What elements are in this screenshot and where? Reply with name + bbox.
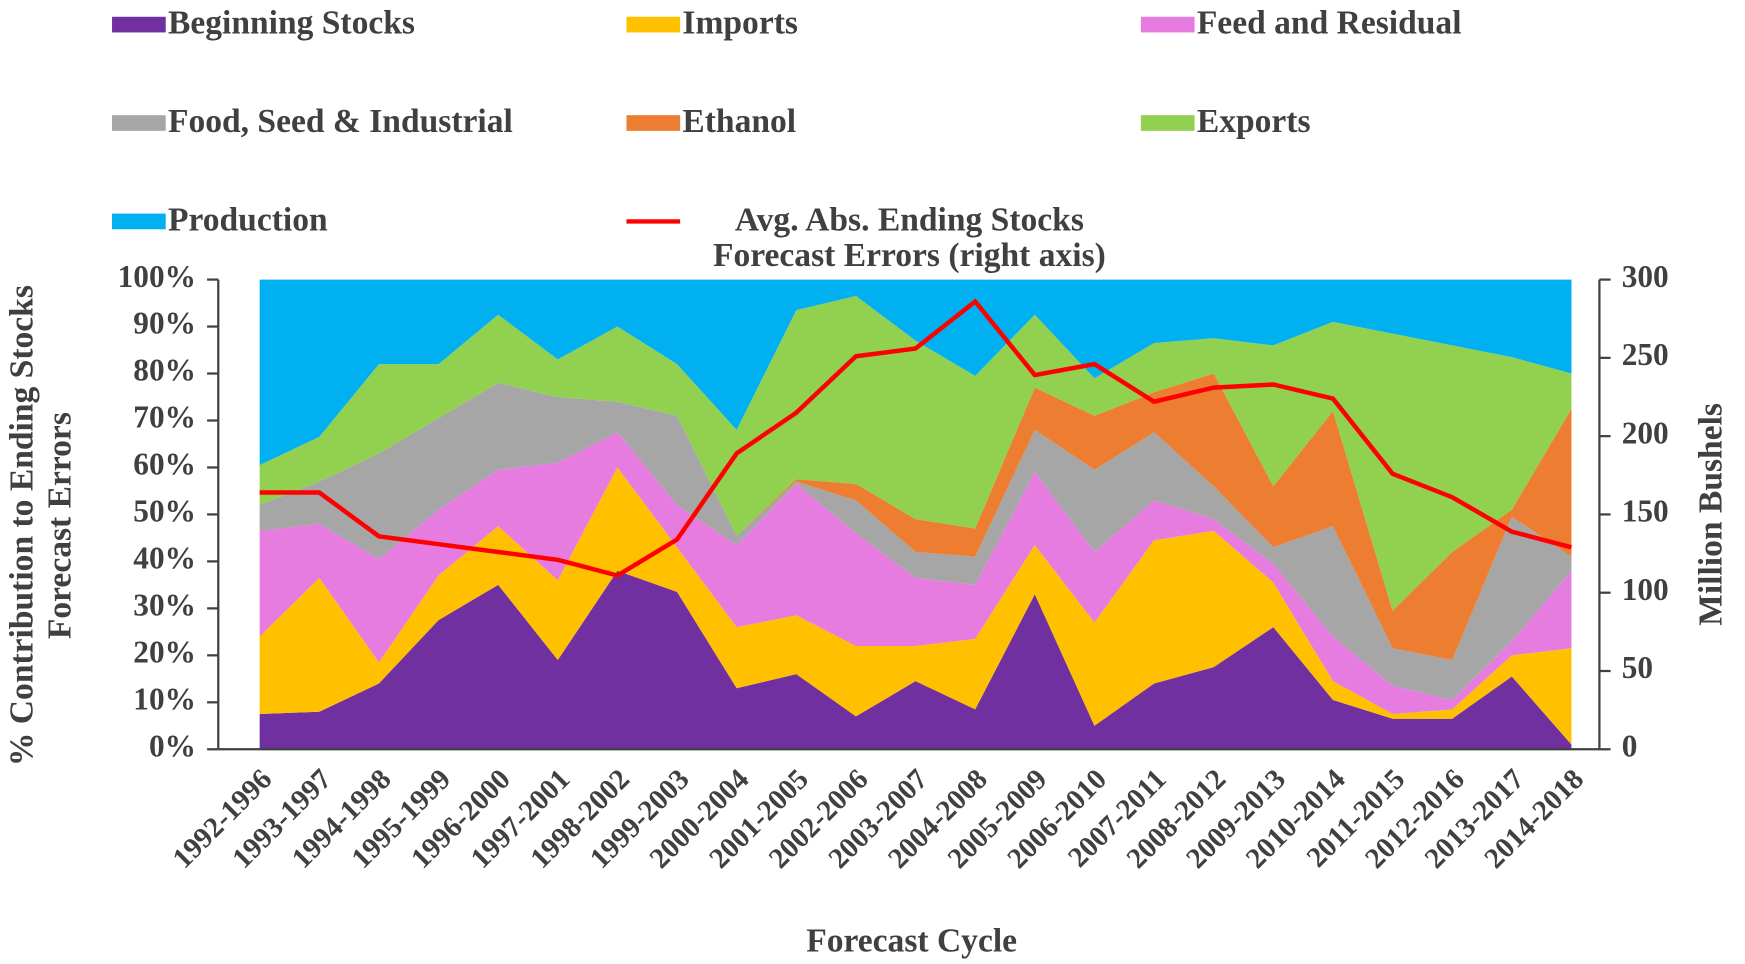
y2-tick-label: 300 bbox=[1622, 259, 1669, 294]
legend-entry: Food, Seed & Industrial bbox=[167, 104, 513, 140]
y-tick-label: 0% bbox=[149, 728, 196, 763]
y2-tick-label: 0 bbox=[1622, 728, 1638, 763]
y2-tick-label: 150 bbox=[1622, 494, 1669, 529]
area bbox=[259, 432, 1572, 715]
area bbox=[259, 382, 1572, 700]
legend-entry: Feed and Residual bbox=[1196, 5, 1462, 42]
area bbox=[259, 570, 1572, 750]
area bbox=[259, 467, 1572, 745]
legend-swatch bbox=[112, 16, 166, 33]
y-tick-label: 30% bbox=[133, 588, 196, 623]
legend-label: Production bbox=[167, 202, 328, 239]
legend-label: Exports bbox=[1196, 104, 1311, 140]
area bbox=[259, 279, 1572, 466]
y-tick-label: 20% bbox=[133, 635, 196, 670]
y-tick-label: 80% bbox=[133, 353, 196, 388]
y-tick-label: 100% bbox=[118, 259, 196, 294]
y2-tick-label: 100 bbox=[1622, 572, 1669, 607]
legend-entry: Avg. Abs. Ending Stocks Forecast Errors … bbox=[712, 202, 1106, 274]
legend-swatch bbox=[1140, 115, 1195, 131]
y-tick-label: 60% bbox=[133, 447, 196, 482]
line bbox=[259, 298, 1573, 578]
y2-tick-label: 250 bbox=[1622, 337, 1669, 372]
legend-swatch bbox=[1140, 16, 1195, 33]
x-axis-title: Forecast Cycle bbox=[806, 922, 1018, 960]
legend-swatch bbox=[112, 213, 166, 230]
y2-tick-label: 50 bbox=[1622, 650, 1653, 685]
legend-swatch bbox=[626, 16, 681, 33]
y-axis-title: % Contribution to Ending Stocks Forecast… bbox=[3, 285, 79, 767]
y-tick-label: 90% bbox=[133, 306, 196, 341]
y-tick-label: 40% bbox=[133, 541, 196, 576]
y-axis-title-box: % Contribution to Ending Stocks Forecast… bbox=[3, 285, 79, 767]
legend-label: Avg. Abs. Ending Stocks Forecast Errors … bbox=[712, 202, 1106, 274]
legend-swatch bbox=[626, 115, 681, 131]
legend-label: Food, Seed & Industrial bbox=[167, 104, 513, 140]
legend-entry: Production bbox=[167, 202, 328, 239]
legend-label: Ethanol bbox=[682, 104, 797, 140]
y2-axis-title-box: Million Bushels bbox=[1692, 403, 1730, 626]
y-tick-label: 70% bbox=[133, 400, 196, 435]
legend-entry: Imports bbox=[682, 5, 798, 42]
x-axis-title-box: Forecast Cycle bbox=[806, 922, 1018, 960]
legend-label: Feed and Residual bbox=[1196, 5, 1462, 42]
legend-swatch bbox=[112, 115, 166, 131]
y-tick-label: 50% bbox=[133, 494, 196, 529]
y-tick-label: 10% bbox=[133, 681, 196, 716]
y2-axis-title: Million Bushels bbox=[1692, 403, 1730, 626]
legend-label: Imports bbox=[682, 5, 798, 42]
legend-entry: Exports bbox=[1196, 104, 1311, 140]
legend-entry: Beginning Stocks bbox=[167, 5, 415, 42]
area bbox=[259, 296, 1572, 611]
legend-label: Beginning Stocks bbox=[167, 5, 415, 42]
legend-entry: Ethanol bbox=[682, 104, 797, 140]
area bbox=[259, 373, 1572, 661]
y2-tick-label: 200 bbox=[1622, 415, 1669, 450]
